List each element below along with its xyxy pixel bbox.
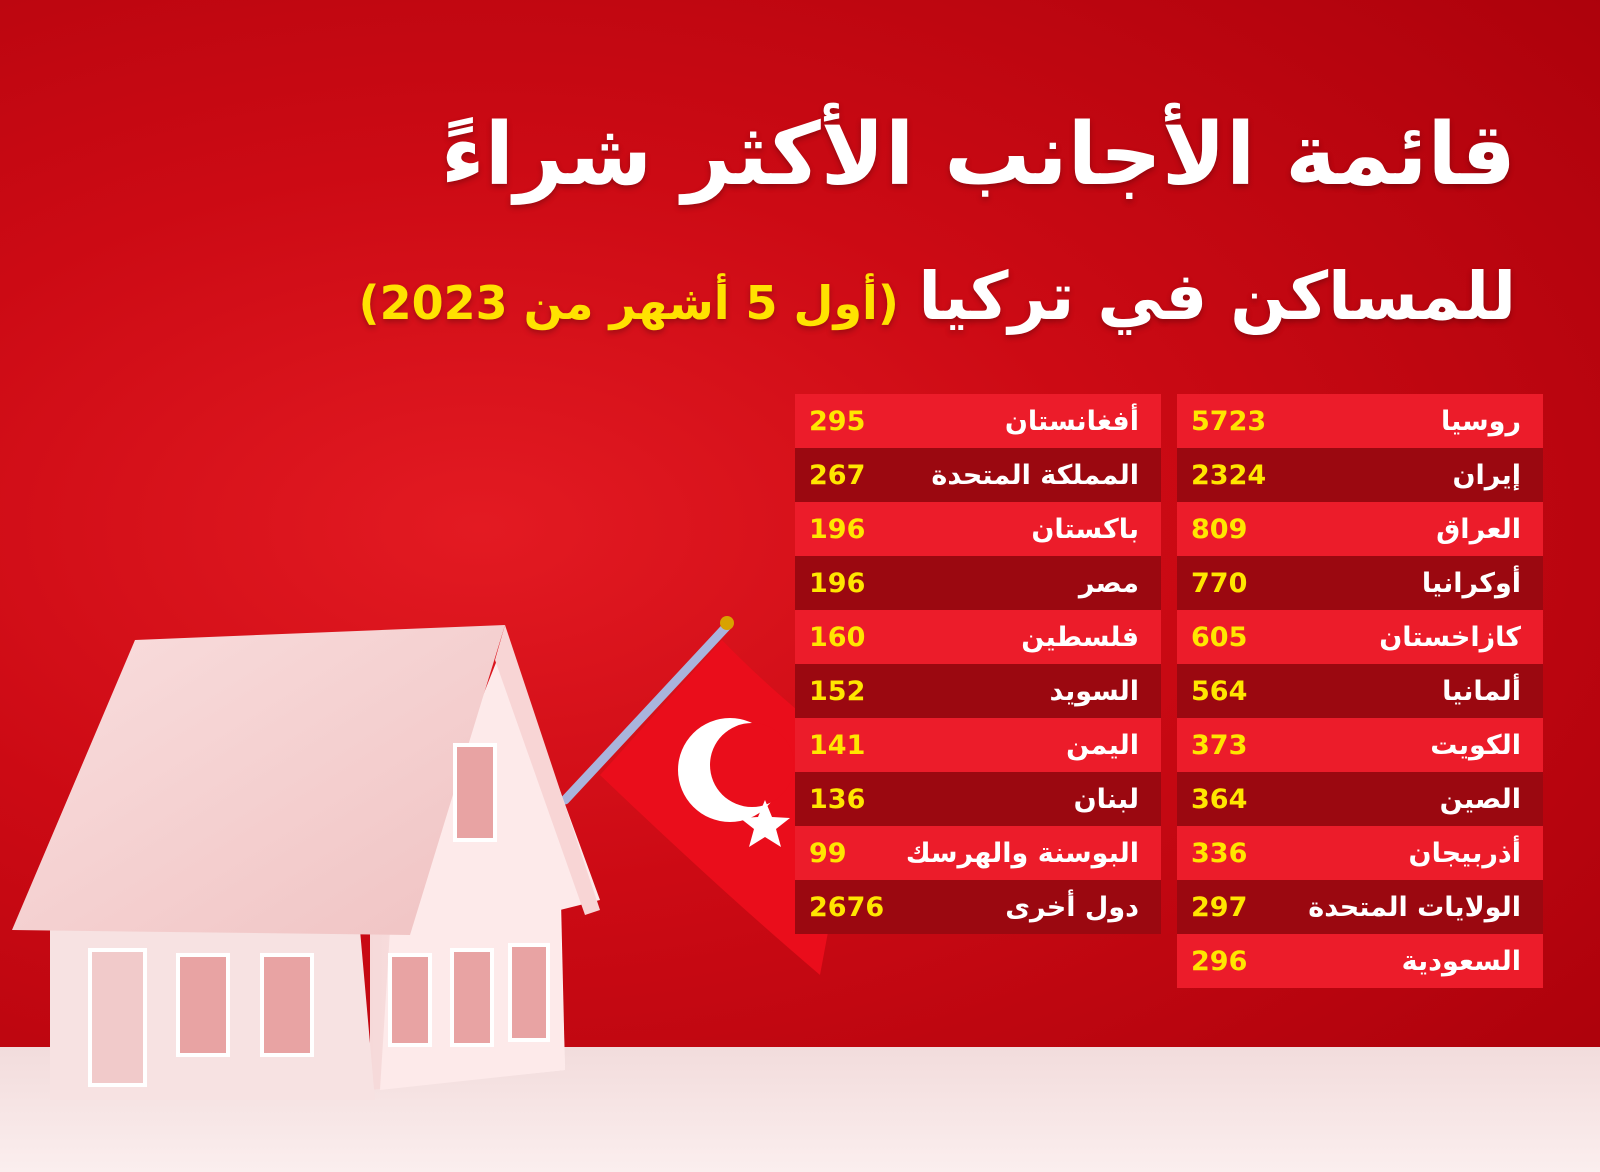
row-value: 564 [1191, 675, 1248, 707]
row-country: مصر [1078, 567, 1139, 599]
table-row: 152 السويد [795, 664, 1161, 718]
row-country: اليمن [1066, 729, 1139, 761]
row-value: 160 [809, 621, 866, 653]
row-country: أفغانستان [1004, 405, 1139, 437]
table-row: 196 باكستان [795, 502, 1161, 556]
row-value: 136 [809, 783, 866, 815]
table-row: 564 ألمانيا [1177, 664, 1543, 718]
table-row: 141 اليمن [795, 718, 1161, 772]
row-country: العراق [1436, 513, 1521, 545]
table-row: 196 مصر [795, 556, 1161, 610]
row-value: 99 [809, 837, 847, 869]
table-row: 295 أفغانستان [795, 394, 1161, 448]
row-value: 2324 [1191, 459, 1267, 491]
table-row: 809 العراق [1177, 502, 1543, 556]
page-title: قائمة الأجانب الأكثر شراءً [440, 105, 1516, 205]
row-country: إيران [1452, 459, 1522, 491]
row-value: 2676 [809, 891, 885, 923]
table-row: 99 البوسنة والهرسك [795, 826, 1161, 880]
row-country: الولايات المتحدة [1308, 891, 1521, 923]
row-country: لبنان [1073, 783, 1139, 815]
subtitle-period: (أول 5 أشهر من 2023) [358, 276, 899, 330]
table-row: 2324 إيران [1177, 448, 1543, 502]
row-country: الصين [1439, 783, 1521, 815]
row-value: 196 [809, 513, 866, 545]
table-row: 296 السعودية [1177, 934, 1543, 988]
row-country: ألمانيا [1442, 675, 1521, 707]
table-row: 336 أذربيجان [1177, 826, 1543, 880]
row-value: 364 [1191, 783, 1248, 815]
row-value: 141 [809, 729, 866, 761]
row-country: باكستان [1031, 513, 1139, 545]
row-country: السعودية [1401, 945, 1521, 977]
table-row: 2676 دول أخرى [795, 880, 1161, 934]
row-value: 605 [1191, 621, 1248, 653]
table-row: 5723 روسيا [1177, 394, 1543, 448]
page-subtitle: للمساكن في تركيا (أول 5 أشهر من 2023) [76, 252, 1516, 359]
flag-pole [560, 616, 734, 805]
table-row: 160 فلسطين [795, 610, 1161, 664]
row-country: دول أخرى [1005, 891, 1139, 923]
row-value: 373 [1191, 729, 1248, 761]
row-value: 770 [1191, 567, 1248, 599]
row-country: أذربيجان [1408, 837, 1521, 869]
row-value: 5723 [1191, 405, 1267, 437]
row-value: 152 [809, 675, 866, 707]
row-country: فلسطين [1021, 621, 1139, 653]
row-country: السويد [1049, 675, 1139, 707]
country-table-left: 295 أفغانستان 267 المملكة المتحدة 196 باكستان… [795, 394, 1161, 934]
row-country: كازاخستان [1379, 621, 1521, 653]
table-row: 136 لبنان [795, 772, 1161, 826]
table-row: 267 المملكة المتحدة [795, 448, 1161, 502]
row-value: 297 [1191, 891, 1248, 923]
row-country: البوسنة والهرسك [905, 837, 1139, 869]
row-value: 295 [809, 405, 866, 437]
row-value: 267 [809, 459, 866, 491]
row-country: أوكرانيا [1421, 567, 1521, 599]
table-row: 605 كازاخستان [1177, 610, 1543, 664]
table-row: 373 الكويت [1177, 718, 1543, 772]
table-row: 297 الولايات المتحدة [1177, 880, 1543, 934]
table-row: 770 أوكرانيا [1177, 556, 1543, 610]
row-value: 336 [1191, 837, 1248, 869]
row-country: الكويت [1430, 729, 1521, 761]
table-row: 364 الصين [1177, 772, 1543, 826]
row-value: 296 [1191, 945, 1248, 977]
row-country: المملكة المتحدة [931, 459, 1139, 491]
row-country: روسيا [1440, 405, 1521, 437]
house-icon [12, 625, 600, 1100]
country-table-right: 5723 روسيا 2324 إيران 809 العراق 770 أوكرانيا 60… [1177, 394, 1543, 988]
subtitle-main: للمساكن في تركيا [918, 258, 1516, 335]
row-value: 809 [1191, 513, 1248, 545]
row-value: 196 [809, 567, 866, 599]
